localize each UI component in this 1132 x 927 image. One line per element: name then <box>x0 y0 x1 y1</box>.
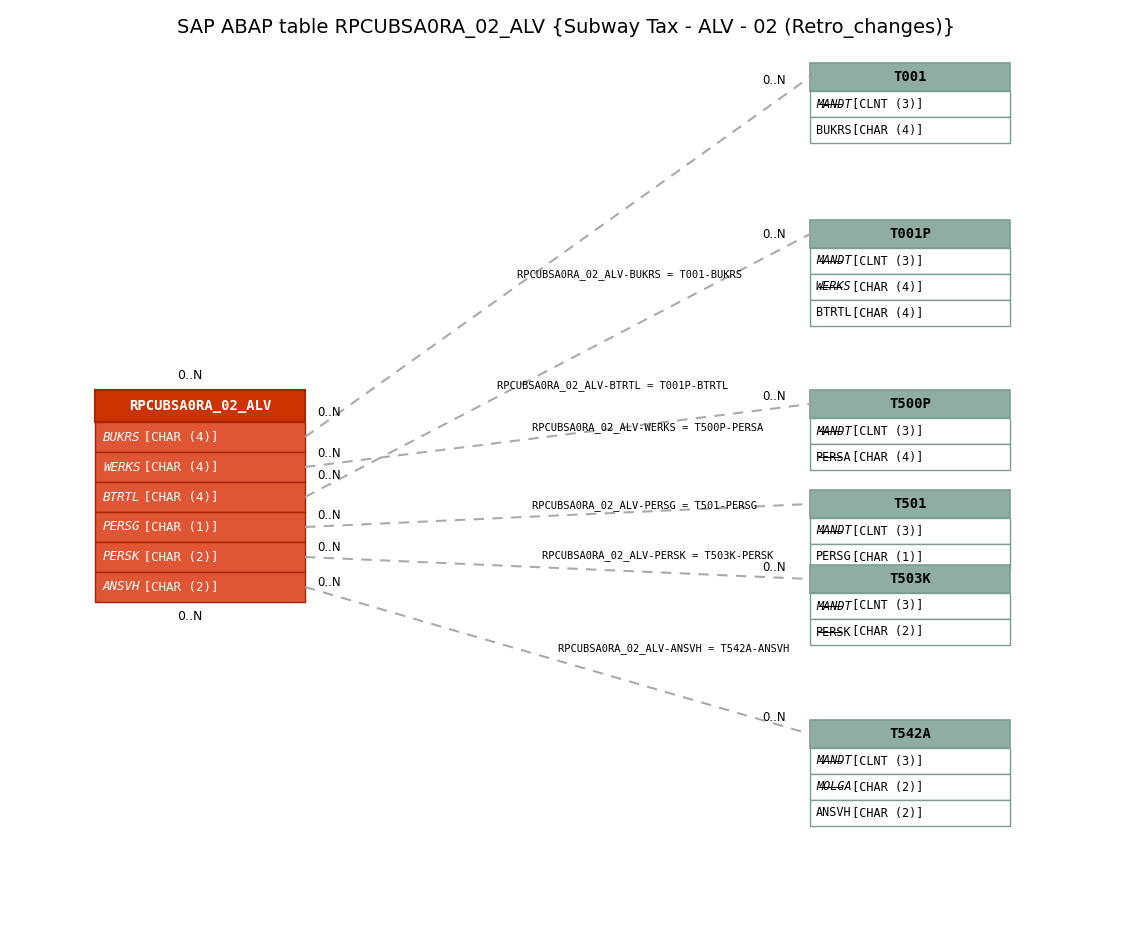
Text: SAP ABAP table RPCUBSA0RA_02_ALV {Subway Tax - ALV - 02 (Retro_changes)}: SAP ABAP table RPCUBSA0RA_02_ALV {Subway… <box>177 18 955 38</box>
Bar <box>811 619 1010 645</box>
Text: [CHAR (4)]: [CHAR (4)] <box>844 123 924 136</box>
Text: 0..N: 0..N <box>762 227 786 240</box>
Text: 0..N: 0..N <box>762 561 786 574</box>
Text: RPCUBSA0RA_02_ALV-PERSK = T503K-PERSK: RPCUBSA0RA_02_ALV-PERSK = T503K-PERSK <box>542 551 773 562</box>
Text: T501: T501 <box>893 497 927 511</box>
Text: BTRTL: BTRTL <box>816 307 851 320</box>
Text: [CHAR (2)]: [CHAR (2)] <box>844 806 924 819</box>
Text: ANSVH: ANSVH <box>816 806 851 819</box>
Bar <box>811 390 1010 418</box>
Bar <box>811 774 1010 800</box>
Bar <box>811 63 1010 91</box>
Text: MOLGA: MOLGA <box>816 781 851 794</box>
Text: [CHAR (4)]: [CHAR (4)] <box>136 490 218 503</box>
Text: PERSK: PERSK <box>816 626 851 639</box>
Text: RPCUBSA0RA_02_ALV-PERSG = T501-PERSG: RPCUBSA0RA_02_ALV-PERSG = T501-PERSG <box>532 500 757 511</box>
Text: [CHAR (4)]: [CHAR (4)] <box>136 430 218 443</box>
Bar <box>811 220 1010 248</box>
Bar <box>811 444 1010 470</box>
Bar <box>811 490 1010 518</box>
Text: 0..N: 0..N <box>762 711 786 724</box>
Text: MANDT: MANDT <box>816 425 851 438</box>
Text: 0..N: 0..N <box>178 369 203 382</box>
Text: [CHAR (2)]: [CHAR (2)] <box>844 781 924 794</box>
Text: 0..N: 0..N <box>317 448 341 461</box>
Bar <box>95 572 305 602</box>
Text: T500P: T500P <box>889 397 931 411</box>
Bar <box>811 748 1010 774</box>
Text: ANSVH: ANSVH <box>103 580 140 593</box>
Text: BTRTL: BTRTL <box>103 490 140 503</box>
Text: 0..N: 0..N <box>762 389 786 402</box>
Text: MANDT: MANDT <box>816 525 851 538</box>
Text: RPCUBSA0RA_02_ALV: RPCUBSA0RA_02_ALV <box>129 399 272 413</box>
Bar <box>811 248 1010 274</box>
Bar <box>95 452 305 482</box>
Bar <box>95 422 305 452</box>
Bar <box>811 544 1010 570</box>
Bar <box>811 565 1010 593</box>
Text: BUKRS: BUKRS <box>103 430 140 443</box>
Text: [CHAR (2)]: [CHAR (2)] <box>136 580 218 593</box>
Text: T001: T001 <box>893 70 927 84</box>
Text: [CHAR (4)]: [CHAR (4)] <box>844 451 924 464</box>
Text: 0..N: 0..N <box>317 406 341 419</box>
Bar <box>95 542 305 572</box>
Text: RPCUBSA0RA_02_ALV-BTRTL = T001P-BTRTL: RPCUBSA0RA_02_ALV-BTRTL = T001P-BTRTL <box>497 380 728 391</box>
Text: [CHAR (2)]: [CHAR (2)] <box>136 551 218 564</box>
Text: MANDT: MANDT <box>816 755 851 768</box>
Text: WERKS: WERKS <box>103 461 140 474</box>
Text: 0..N: 0..N <box>317 576 341 589</box>
Text: 0..N: 0..N <box>762 74 786 87</box>
Text: [CHAR (2)]: [CHAR (2)] <box>844 626 924 639</box>
Text: [CHAR (4)]: [CHAR (4)] <box>844 281 924 294</box>
Text: 0..N: 0..N <box>317 540 341 553</box>
Text: T001P: T001P <box>889 227 931 241</box>
Text: PERSG: PERSG <box>816 551 851 564</box>
Text: [CLNT (3)]: [CLNT (3)] <box>844 600 924 613</box>
Bar <box>95 512 305 542</box>
Text: PERSA: PERSA <box>816 451 851 464</box>
Text: 0..N: 0..N <box>317 509 341 522</box>
Text: BUKRS: BUKRS <box>816 123 851 136</box>
Text: [CHAR (1)]: [CHAR (1)] <box>844 551 924 564</box>
Text: 0..N: 0..N <box>178 610 203 623</box>
Text: RPCUBSA0RA_02_ALV-WERKS = T500P-PERSA: RPCUBSA0RA_02_ALV-WERKS = T500P-PERSA <box>532 422 763 433</box>
Bar <box>811 117 1010 143</box>
Text: [CLNT (3)]: [CLNT (3)] <box>844 525 924 538</box>
Bar <box>95 390 305 422</box>
Text: RPCUBSA0RA_02_ALV-BUKRS = T001-BUKRS: RPCUBSA0RA_02_ALV-BUKRS = T001-BUKRS <box>517 269 743 280</box>
Text: MANDT: MANDT <box>816 255 851 268</box>
Text: MANDT: MANDT <box>816 600 851 613</box>
Bar <box>811 800 1010 826</box>
Bar <box>811 274 1010 300</box>
Text: T503K: T503K <box>889 572 931 586</box>
Text: 0..N: 0..N <box>317 469 341 482</box>
Text: [CHAR (4)]: [CHAR (4)] <box>136 461 218 474</box>
Text: T542A: T542A <box>889 727 931 741</box>
Text: [CLNT (3)]: [CLNT (3)] <box>844 255 924 268</box>
Text: [CLNT (3)]: [CLNT (3)] <box>844 97 924 110</box>
Bar <box>811 91 1010 117</box>
Text: MANDT: MANDT <box>816 97 851 110</box>
Bar <box>811 593 1010 619</box>
Bar <box>95 482 305 512</box>
Text: [CLNT (3)]: [CLNT (3)] <box>844 425 924 438</box>
Bar <box>811 300 1010 326</box>
Text: [CHAR (4)]: [CHAR (4)] <box>844 307 924 320</box>
Text: RPCUBSA0RA_02_ALV-ANSVH = T542A-ANSVH: RPCUBSA0RA_02_ALV-ANSVH = T542A-ANSVH <box>557 643 789 654</box>
Bar <box>811 418 1010 444</box>
Bar <box>811 518 1010 544</box>
Text: PERSK: PERSK <box>103 551 140 564</box>
Text: PERSG: PERSG <box>103 520 140 534</box>
Bar <box>811 720 1010 748</box>
Text: [CHAR (1)]: [CHAR (1)] <box>136 520 218 534</box>
Text: [CLNT (3)]: [CLNT (3)] <box>844 755 924 768</box>
Text: WERKS: WERKS <box>816 281 851 294</box>
